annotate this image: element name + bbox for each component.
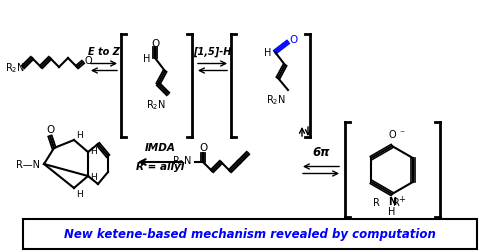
- Text: R$_2$N: R$_2$N: [266, 93, 286, 106]
- Text: R: R: [373, 197, 380, 207]
- Text: H: H: [90, 147, 97, 156]
- Text: O: O: [199, 142, 207, 152]
- Text: +: +: [398, 194, 405, 203]
- Text: R: R: [393, 197, 400, 207]
- Text: 6π: 6π: [312, 145, 330, 158]
- Text: O: O: [46, 124, 54, 135]
- Text: H: H: [90, 173, 97, 182]
- Text: O: O: [84, 56, 92, 66]
- Text: [1,5]-H: [1,5]-H: [193, 47, 231, 57]
- Text: R—N: R—N: [16, 159, 40, 169]
- Text: R$_2$N: R$_2$N: [5, 61, 25, 75]
- Text: H: H: [264, 48, 271, 58]
- Text: H: H: [388, 206, 396, 216]
- Text: R$_2$N: R$_2$N: [146, 98, 166, 111]
- Text: ⁻: ⁻: [399, 129, 404, 138]
- Text: O: O: [151, 39, 159, 49]
- Text: H: H: [76, 131, 83, 139]
- Text: New ketene-based mechanism revealed by computation: New ketene-based mechanism revealed by c…: [64, 228, 436, 241]
- Text: R$_2$N: R$_2$N: [172, 153, 192, 167]
- Text: H: H: [142, 54, 150, 64]
- Text: N: N: [388, 196, 396, 206]
- Text: IMDA: IMDA: [144, 142, 176, 152]
- Text: H: H: [76, 189, 83, 198]
- Text: R = allyl: R = allyl: [136, 161, 184, 171]
- Text: E to Z: E to Z: [88, 47, 120, 57]
- FancyBboxPatch shape: [23, 219, 477, 249]
- Text: O: O: [388, 130, 396, 139]
- Text: O: O: [289, 35, 297, 45]
